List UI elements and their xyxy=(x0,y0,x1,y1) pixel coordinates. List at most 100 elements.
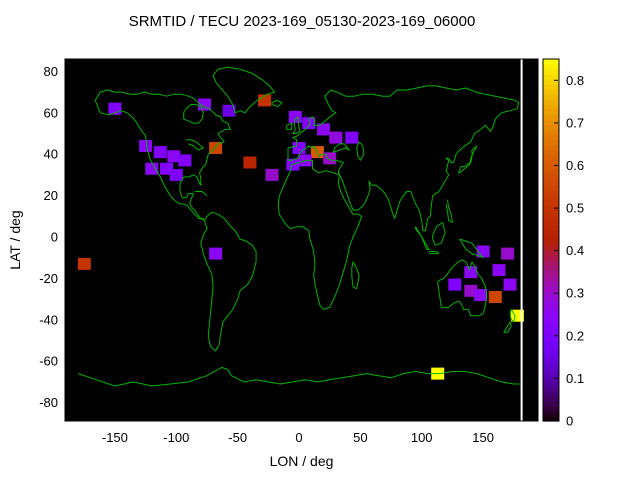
colorbar-gradient-segment xyxy=(543,159,559,166)
coastline xyxy=(432,222,446,246)
heatmap-cell xyxy=(288,110,302,123)
colorbar-gradient-segment xyxy=(543,315,559,322)
colorbar-gradient-segment xyxy=(543,194,559,201)
y-tick-label: -60 xyxy=(39,354,58,369)
colorbar-gradient-segment xyxy=(543,79,559,85)
colorbar-gradient-segment xyxy=(543,199,559,206)
colorbar-gradient-segment xyxy=(543,310,559,317)
colorbar-gradient-segment xyxy=(543,240,559,246)
colorbar-gradient-segment xyxy=(543,64,559,70)
coastline xyxy=(286,122,293,130)
colorbar-gradient-segment xyxy=(543,234,559,241)
coastline xyxy=(194,191,208,196)
heatmap-cell xyxy=(169,168,183,181)
heatmap-cell xyxy=(302,117,316,130)
y-tick-label: 20 xyxy=(44,188,58,203)
coastline xyxy=(271,99,283,108)
heatmap-cell xyxy=(292,142,306,154)
heatmap-cell xyxy=(345,131,359,144)
colorbar-gradient-segment xyxy=(543,109,559,115)
colorbar-gradient-segment xyxy=(543,285,559,291)
colorbar-gradient-segment xyxy=(543,169,559,176)
colorbar-gradient-segment xyxy=(543,139,559,146)
colorbar-gradient-segment xyxy=(543,380,559,387)
colorbar-gradient-segment xyxy=(543,335,559,342)
colorbar-gradient-segment xyxy=(543,275,559,281)
colorbar-gradient-segment xyxy=(543,84,559,90)
y-tick-label: -80 xyxy=(39,395,58,410)
colorbar-frame xyxy=(542,58,560,422)
coastline xyxy=(503,321,512,333)
colorbar-gradient-segment xyxy=(543,149,559,156)
colorbar-gradient-segment xyxy=(543,250,559,256)
heatmap-cell xyxy=(488,291,502,303)
colorbar-gradient-segment xyxy=(543,69,559,75)
colorbar-gradient-segment xyxy=(543,395,559,402)
colorbar-gradient-segment xyxy=(543,295,559,301)
colorbar-gradient-segment xyxy=(543,350,559,357)
colorbar-gradient-segment xyxy=(543,59,559,65)
coastline xyxy=(415,226,430,250)
colorbar-tick-label: 0.6 xyxy=(566,158,584,173)
y-tick-label: 80 xyxy=(44,64,58,79)
coastline xyxy=(77,366,520,387)
heatmap-cell xyxy=(503,278,517,291)
heatmap-cell xyxy=(501,247,515,260)
heatmap-cell xyxy=(317,123,330,136)
x-tick-label: 0 xyxy=(295,430,302,445)
colorbar-gradient-segment xyxy=(543,144,559,151)
colorbar-tick-label: 0.4 xyxy=(566,243,584,258)
x-tick-label: -50 xyxy=(228,430,247,445)
coastline xyxy=(429,251,440,255)
coastline xyxy=(445,199,453,223)
x-axis-label: LON / deg xyxy=(269,453,334,469)
coastline xyxy=(94,89,231,221)
heatmap-cell xyxy=(77,257,91,270)
colorbar-gradient-segment xyxy=(543,400,559,407)
y-tick-label: -20 xyxy=(39,271,58,286)
y-tick-label: -40 xyxy=(39,312,58,327)
colorbar-gradient-segment xyxy=(543,99,559,105)
colorbar-gradient-segment xyxy=(543,325,559,332)
x-tick-label: 100 xyxy=(411,430,433,445)
heatmap-cell xyxy=(492,264,506,277)
colorbar-gradient-segment xyxy=(543,179,559,186)
colorbar-gradient-segment xyxy=(543,280,559,286)
colorbar-gradient-segment xyxy=(543,219,559,226)
colorbar-gradient-segment xyxy=(543,355,559,362)
colorbar-gradient-segment xyxy=(543,360,559,367)
colorbar-gradient-segment xyxy=(543,365,559,372)
colorbar-gradient-segment xyxy=(543,270,559,276)
colorbar-gradient-segment xyxy=(543,214,559,221)
colorbar-gradient-segment xyxy=(543,345,559,352)
coastline xyxy=(458,145,478,174)
colorbar-gradient-segment xyxy=(543,290,559,296)
y-tick-label: 40 xyxy=(44,147,58,162)
colorbar-gradient-segment xyxy=(543,89,559,95)
colorbar-gradient-segment xyxy=(543,129,559,136)
colorbar-gradient-segment xyxy=(543,245,559,251)
x-tick-label: -100 xyxy=(163,430,189,445)
heatmap-cell xyxy=(243,156,257,169)
colorbar-gradient-segment xyxy=(543,119,559,125)
colorbar-gradient-segment xyxy=(543,255,559,261)
colorbar-gradient-segment xyxy=(543,174,559,181)
chart-title: SRMTID / TECU 2023-169_05130-2023-169_06… xyxy=(128,13,476,30)
colorbar-gradient-segment xyxy=(543,260,559,266)
colorbar-gradient-segment xyxy=(543,134,559,141)
coastline xyxy=(183,104,204,124)
colorbar-tick-label: 0.3 xyxy=(566,286,584,301)
colorbar-gradient-segment xyxy=(543,385,559,392)
coastline xyxy=(356,141,365,161)
heatmap-cell xyxy=(476,245,490,258)
x-tick-label: -150 xyxy=(102,430,128,445)
colorbar-gradient-segment xyxy=(543,410,559,417)
coastline xyxy=(509,308,516,323)
colorbar-gradient-segment xyxy=(543,265,559,271)
coastline xyxy=(437,259,488,317)
y-tick-label: 60 xyxy=(44,105,58,120)
plot-frame xyxy=(64,58,539,422)
colorbar-tick-label: 0.1 xyxy=(566,371,584,386)
colorbar-gradient-segment xyxy=(543,320,559,327)
